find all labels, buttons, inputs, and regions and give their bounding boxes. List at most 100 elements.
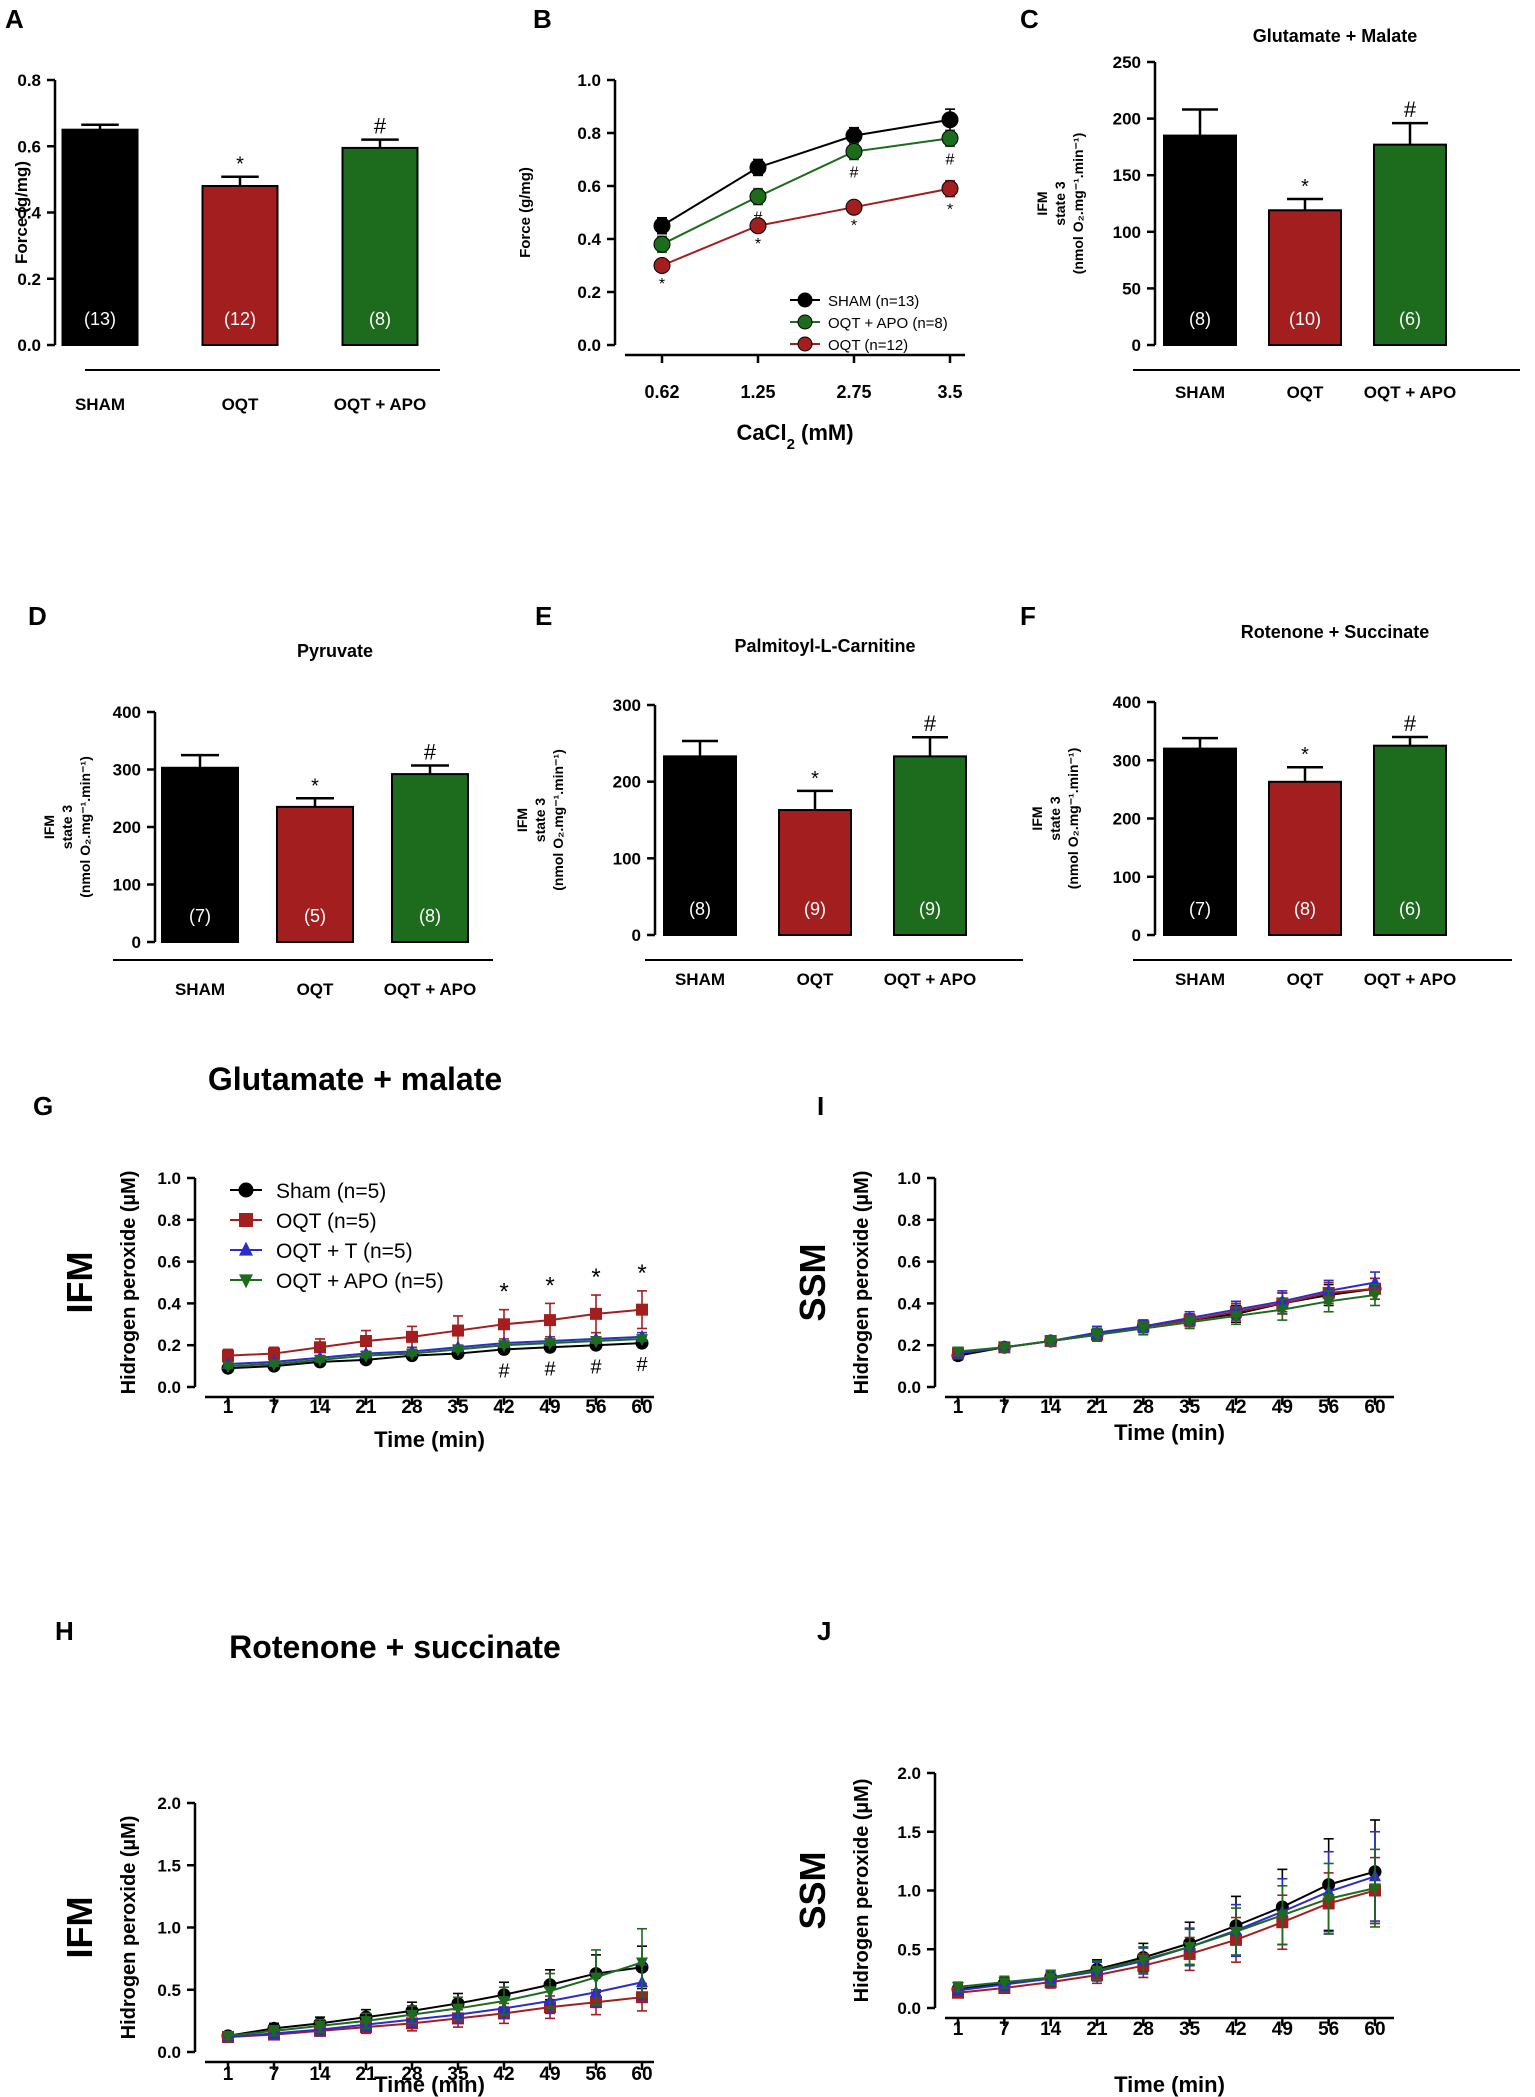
x-axis-label: Time (min) [374, 1427, 485, 1452]
x-tick-label: 49 [539, 1397, 560, 1418]
marker-triangle-down [452, 1344, 464, 1357]
panel-label: H [55, 1616, 74, 1646]
series-t [952, 1830, 1381, 1996]
series-sham [221, 1336, 649, 1375]
significance-mark: * [811, 768, 819, 790]
marker-triangle-down [998, 1977, 1011, 1990]
marker-triangle-down [636, 1957, 648, 1970]
panel-label: I [817, 1091, 824, 1121]
marker-circle [653, 257, 671, 274]
y-axis-label: state 3 [1052, 181, 1068, 226]
x-tick-label: 14 [1040, 1397, 1062, 1418]
x-tick-label: 14 [309, 1397, 331, 1418]
chart-title: Pyruvate [297, 641, 373, 661]
marker-triangle-down [498, 1996, 510, 2009]
marker-triangle-down [1137, 1955, 1150, 1968]
x-tick-label: 28 [1133, 2019, 1154, 2040]
marker-square [452, 1324, 464, 1337]
side-label: IFM [59, 1897, 100, 1959]
series-oqt: * * * * [653, 179, 959, 293]
bar-n-label: (6) [1399, 899, 1421, 919]
marker-square [636, 1303, 648, 1316]
marker-circle [749, 158, 767, 176]
y-tick-label: 200 [113, 818, 141, 837]
x-tick-label: 28 [1133, 1397, 1154, 1418]
x-tick-label: 42 [1225, 2019, 1246, 2040]
y-tick-label: 0.8 [17, 71, 41, 90]
x-tick-label: 35 [1179, 1397, 1201, 1418]
marker-triangle-down [222, 1361, 234, 1374]
y-axis-label: Hidrogen peroxide (µM) [851, 1779, 873, 2003]
marker-triangle-down [268, 2026, 280, 2039]
category-label: SHAM [1175, 970, 1225, 989]
y-axis-label: (nmol O₂.mg⁻¹.min⁻¹) [1070, 133, 1086, 275]
marker-triangle-down [998, 1342, 1011, 1355]
y-axis-label: IFM [1034, 191, 1050, 215]
significance-mark: # [850, 165, 859, 182]
significance-mark: # [544, 1358, 556, 1380]
x-tick-label: 14 [309, 2064, 331, 2085]
marker-triangle-down [1044, 1972, 1057, 1985]
category-label: SHAM [175, 980, 225, 999]
y-tick-label: 1.0 [897, 1882, 921, 1901]
x-tick-label: 21 [355, 2064, 377, 2085]
marker-circle [845, 143, 863, 161]
y-tick-label: 200 [613, 773, 641, 792]
x-axis-label: CaCl2 (mM) [736, 420, 853, 453]
category-label: OQT [1287, 970, 1324, 989]
significance-mark: # [374, 114, 387, 139]
marker-square [268, 1347, 280, 1360]
marker-square [544, 1314, 556, 1327]
marker-triangle-down [314, 1355, 326, 1368]
side-label: SSM [792, 1851, 833, 1929]
marker-square [314, 1341, 326, 1354]
x-axis-label: Time (min) [1114, 2072, 1225, 2097]
marker-circle [941, 180, 959, 198]
marker-circle [797, 314, 813, 330]
bar-sham [61, 128, 139, 346]
significance-mark: * [499, 1279, 508, 1306]
category-label: OQT [297, 980, 334, 999]
marker-triangle-down [1322, 1893, 1335, 1906]
significance-mark: # [424, 739, 437, 764]
y-axis-label: (nmol O₂.mg⁻¹.min⁻¹) [1065, 748, 1081, 890]
marker-triangle-down [1137, 1323, 1150, 1336]
x-tick-label: 49 [1272, 2019, 1293, 2040]
bar-oqt-apo [391, 773, 469, 943]
y-tick-label: 0.8 [157, 1211, 181, 1230]
bar-oqt [1268, 780, 1342, 936]
bar-n-label: (10) [1289, 309, 1321, 329]
panel-j: J SSM 0.0 0.5 1.0 1.5 2.0 Hidrogen peroxide (µM… [792, 1616, 1394, 2097]
panel-i: I SSM 0.0 0.2 0.4 0.6 0.8 1.0 Hidrogen peroxide … [792, 1091, 1394, 1445]
y-axis-label: Force (g/mg) [517, 167, 534, 258]
bar-n-label: (8) [419, 906, 441, 926]
y-tick-label: 0.4 [897, 1294, 921, 1313]
series-line [957, 1294, 1376, 1353]
significance-mark: * [755, 236, 761, 253]
x-tick-label: 3.5 [937, 382, 962, 402]
legend-label: OQT + T (n=5) [276, 1240, 413, 1263]
marker-triangle-down [1276, 1304, 1289, 1317]
marker-triangle-down [268, 1359, 280, 1372]
marker-triangle-down [222, 2031, 234, 2044]
category-label: OQT + APO [1364, 970, 1456, 989]
marker-square [498, 1318, 510, 1331]
series-line [957, 1889, 1376, 1994]
x-tick-label: 60 [1364, 2019, 1385, 2040]
y-tick-label: 1.5 [897, 1823, 921, 1842]
marker-triangle-down [952, 1982, 964, 1995]
x-tick-label: 49 [1272, 1397, 1293, 1418]
marker-triangle-down [360, 2016, 372, 2029]
y-tick-label: 0.0 [897, 1378, 921, 1397]
y-tick-label: 2.0 [157, 1794, 181, 1813]
x-tick-label: 7 [999, 1397, 1010, 1418]
marker-triangle-down [239, 1274, 253, 1289]
y-tick-label: 400 [1113, 693, 1141, 712]
panel-a: A 0.0 0.2 0.4 0.6 0.8 Force (g/mg) (13) SHAM (12)… [5, 4, 440, 414]
series-line [227, 1966, 643, 2037]
y-tick-label: 0.8 [577, 124, 601, 143]
marker-triangle [239, 1241, 253, 1256]
series-line [227, 1308, 643, 1357]
x-tick-label: 7 [269, 1397, 280, 1418]
significance-mark: * [659, 276, 665, 293]
